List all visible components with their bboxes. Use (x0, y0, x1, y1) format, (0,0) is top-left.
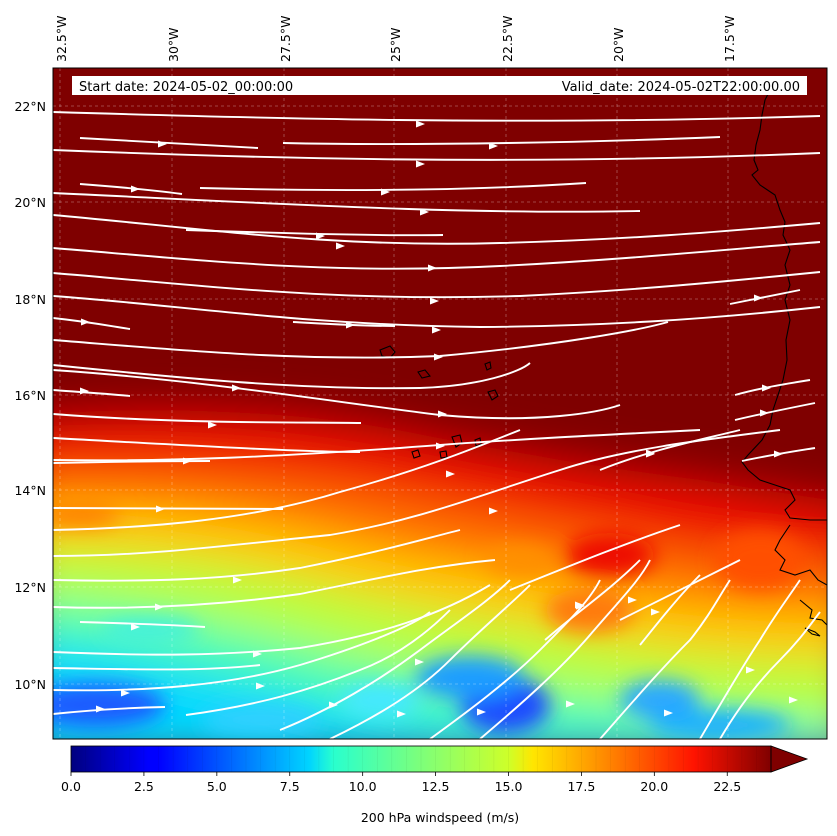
colorbar-tick-label: 10.0 (349, 779, 377, 794)
start-date-text: Start date: 2024-05-02_00:00:00 (79, 80, 293, 95)
lon-label: 30°W (166, 27, 181, 62)
valid-date-text: Valid_date: 2024-05-02T22:00:00.00 (562, 80, 800, 95)
lat-label: 22°N (14, 99, 46, 114)
latitude-labels: 22°N 20°N 18°N 16°N 14°N 12°N 10°N (14, 99, 46, 692)
colorbar-tick-label: 12.5 (422, 779, 450, 794)
colorbar-extend-arrow (770, 745, 809, 773)
streamline-arrowheads (80, 120, 798, 718)
colorbar-tick-label: 20.0 (640, 779, 668, 794)
lat-label: 14°N (14, 483, 46, 498)
lat-label: 18°N (14, 292, 46, 307)
lon-label: 22.5°W (500, 16, 515, 62)
lat-label: 10°N (14, 677, 46, 692)
colorbar-label: 200 hPa windspeed (m/s) (361, 810, 519, 825)
lat-label: 12°N (14, 580, 46, 595)
lat-label: 16°N (14, 388, 46, 403)
colorbar-tick-label: 22.5 (713, 779, 741, 794)
lon-label: 20°W (611, 27, 626, 62)
longitude-labels: 32.5°W 30°W 27.5°W 25°W 22.5°W 20°W 17.5… (54, 16, 737, 62)
colorbar-tick-label: 5.0 (207, 779, 227, 794)
colorbar-tick-label: 0.0 (61, 779, 81, 794)
lon-label: 27.5°W (278, 16, 293, 62)
windspeed-field (53, 68, 827, 739)
colorbar-tick-label: 15.0 (495, 779, 523, 794)
wind-streamlines (53, 111, 821, 739)
lat-label: 20°N (14, 195, 46, 210)
colorbar-tick-label: 17.5 (567, 779, 595, 794)
lon-label: 32.5°W (54, 16, 69, 62)
date-header: Start date: 2024-05-02_00:00:00 Valid_da… (72, 76, 807, 95)
colorbar-tick-label: 2.5 (134, 779, 154, 794)
colorbar-gradient (71, 746, 771, 772)
lon-label: 17.5°W (722, 16, 737, 62)
colorbar: 0.0 2.5 5.0 7.5 10.0 12.5 15.0 17.5 20.0 22.5 200… (61, 745, 809, 825)
map-frame (52, 67, 828, 740)
lon-label: 25°W (388, 27, 403, 62)
colorbar-ticks: 0.0 2.5 5.0 7.5 10.0 12.5 15.0 17.5 20.0 22.5 (61, 772, 741, 794)
colorbar-tick-label: 7.5 (280, 779, 300, 794)
